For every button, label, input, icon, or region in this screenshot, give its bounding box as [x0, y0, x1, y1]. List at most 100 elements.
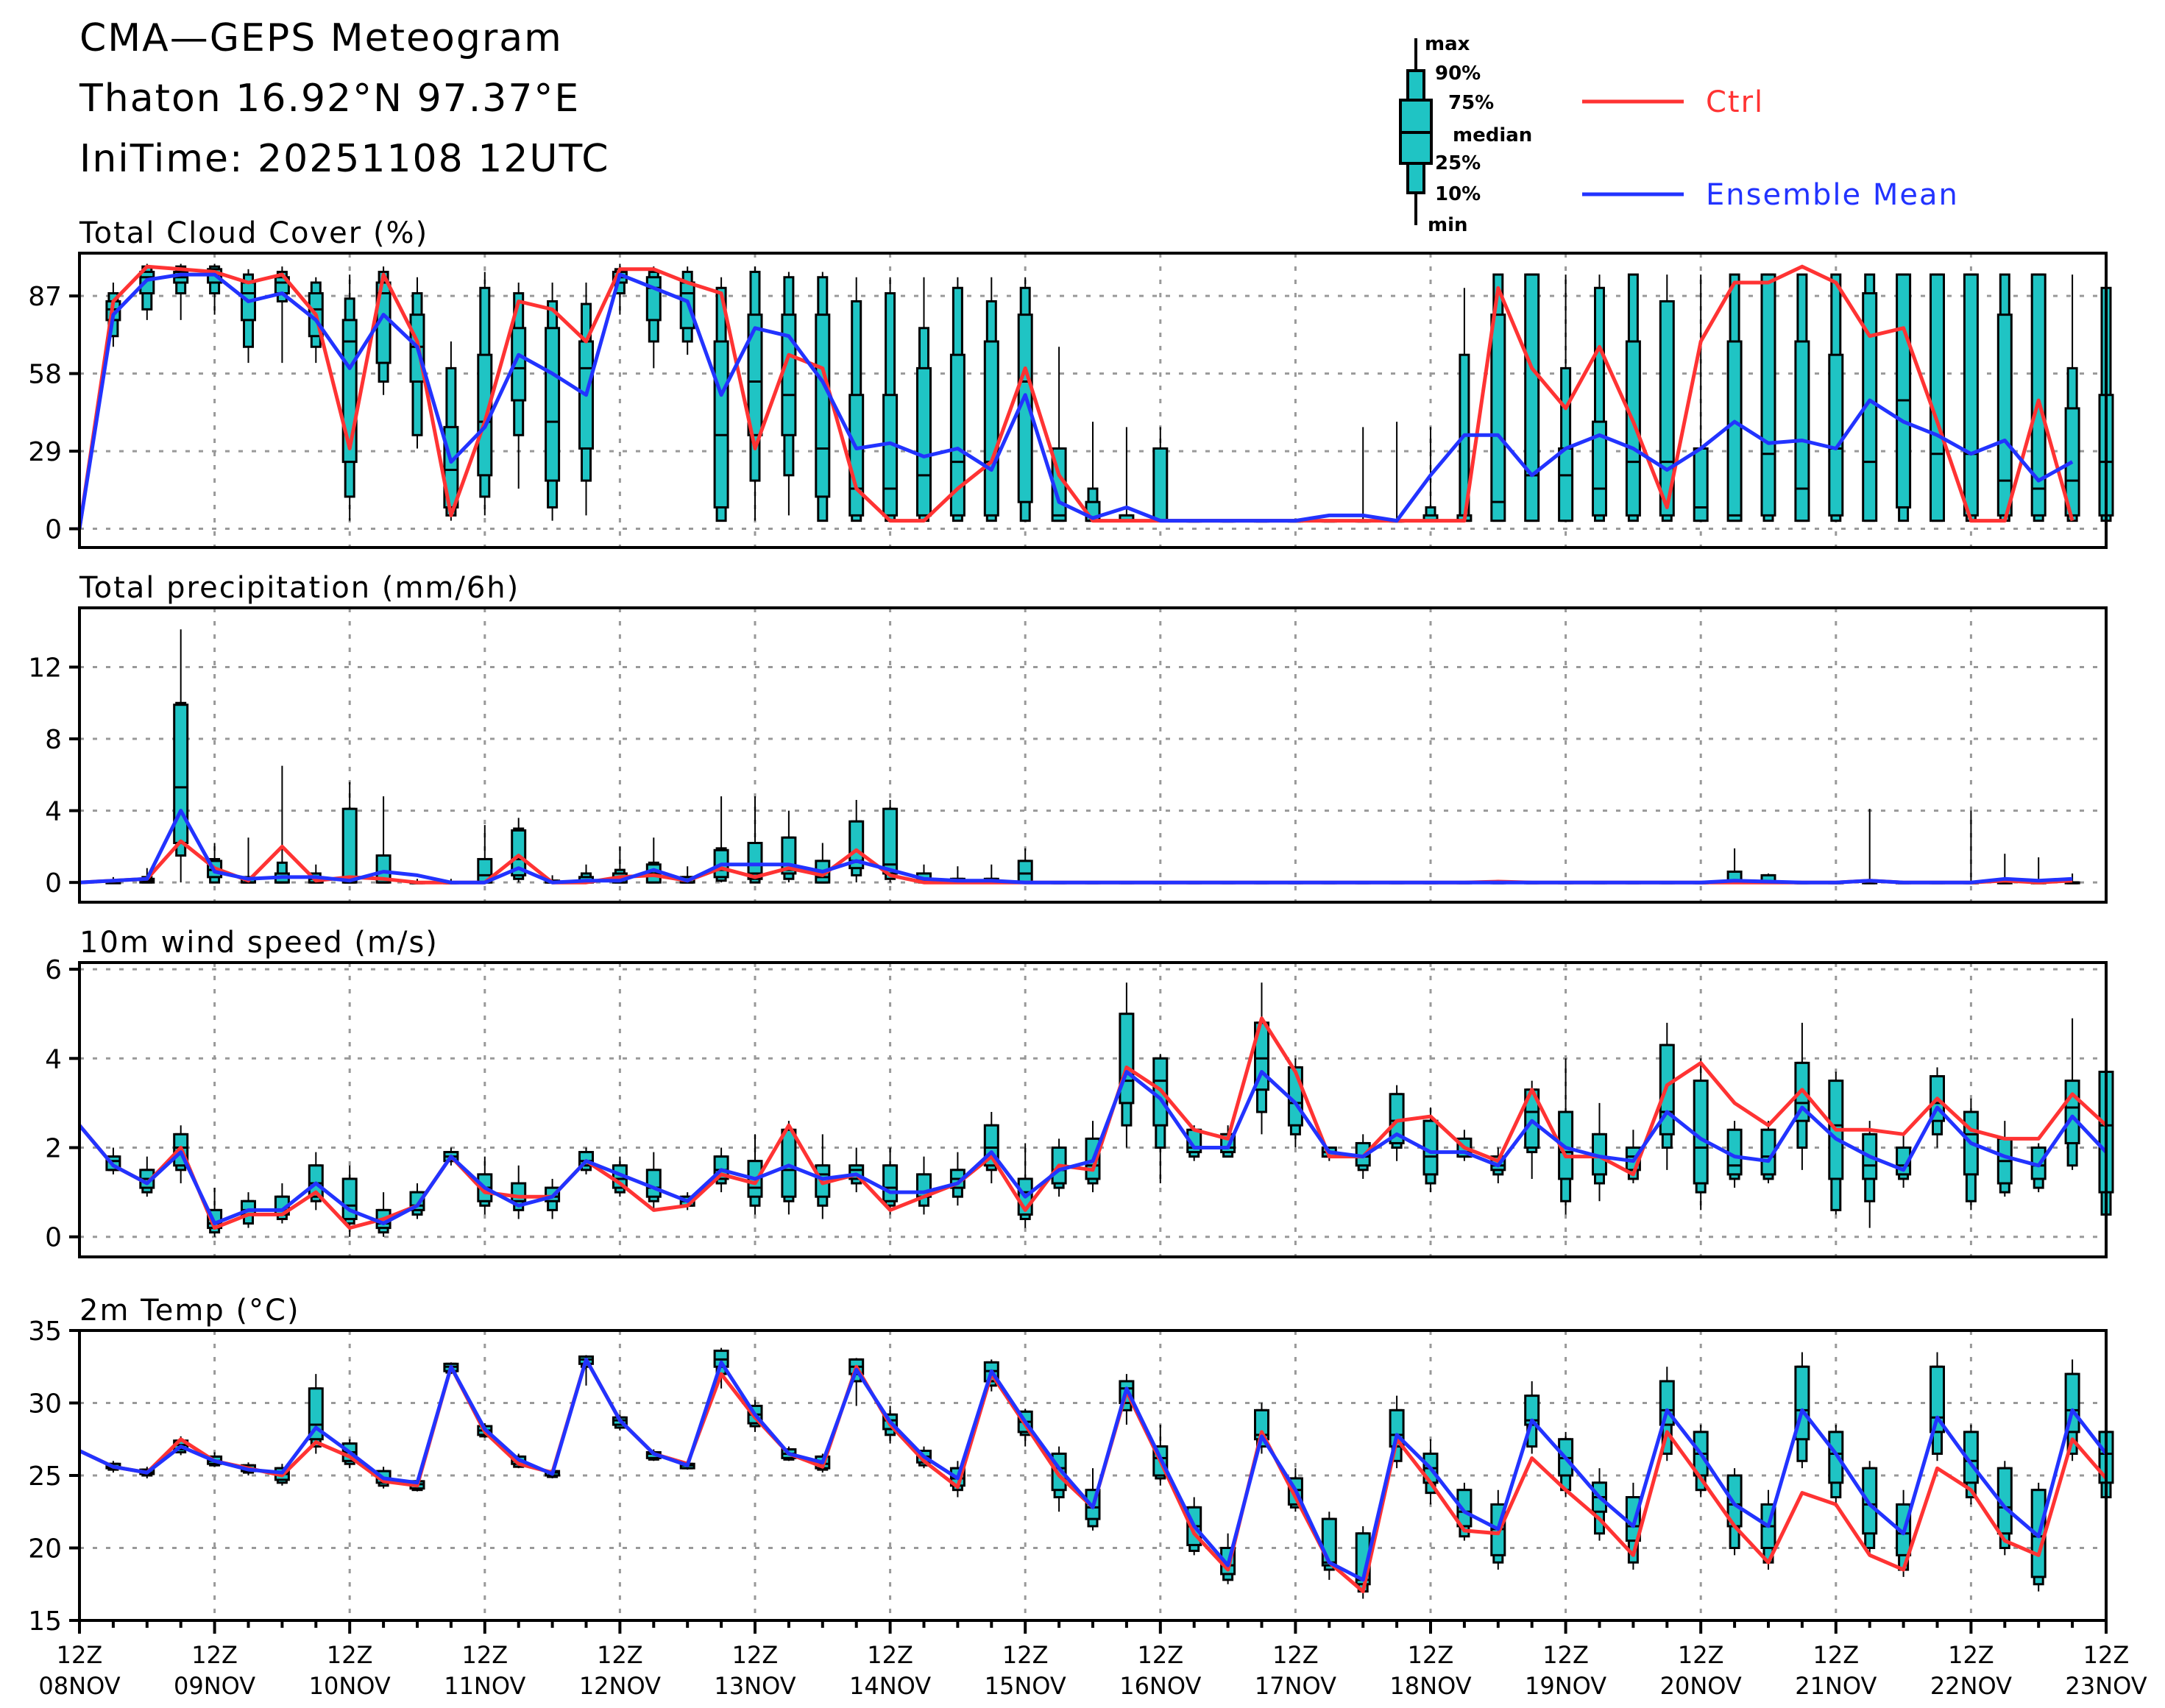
- panel-frame: [78, 961, 2108, 1258]
- x-tick-label-date: 14NOV: [849, 1672, 931, 1700]
- box-inner: [1794, 340, 1810, 522]
- box-inner: [1456, 1489, 1473, 1528]
- box-inner: [1693, 1080, 1709, 1185]
- ensemble-mean-line: [79, 809, 2073, 885]
- panel-frame: [78, 252, 2108, 549]
- ensemble-mean-line: [78, 1070, 2108, 1225]
- box-inner: [1828, 1431, 1844, 1484]
- x-tick-label-hour: 12Z: [1813, 1641, 1859, 1669]
- panel-1: Total precipitation (mm/6h) 0 4 8 12: [28, 571, 2108, 904]
- panel-frame: [78, 606, 2108, 904]
- box-inner: [1625, 340, 1641, 517]
- box-inner: [2064, 1080, 2080, 1144]
- legend-mean-label: Ensemble Mean: [1706, 178, 1959, 212]
- y-tick-label: 87: [28, 282, 62, 312]
- y-tick-label: 6: [45, 955, 62, 985]
- y-tick-label: 58: [28, 360, 62, 390]
- x-tick-label-hour: 12Z: [1542, 1641, 1589, 1669]
- location-label: Thaton 16.92°N 97.37°E: [79, 77, 581, 121]
- box-inner: [1996, 313, 2013, 517]
- x-tick-label-hour: 12Z: [461, 1641, 508, 1669]
- legend-box-label: 25%: [1435, 152, 1481, 174]
- box-inner: [916, 366, 932, 517]
- x-tick-label-hour: 12Z: [1002, 1641, 1049, 1669]
- panel-title: Total precipitation (mm/6h): [79, 571, 520, 605]
- x-tick-label-date: 18NOV: [1389, 1672, 1471, 1700]
- x-tick-label-date: 21NOV: [1795, 1672, 1877, 1700]
- box-inner: [1592, 420, 1607, 517]
- y-tick-label: 29: [28, 437, 62, 467]
- y-tick-label: 4: [45, 797, 62, 827]
- x-tick-label-hour: 12Z: [597, 1641, 643, 1669]
- y-tick-label: 20: [28, 1534, 62, 1565]
- x-tick-label-date: 13NOV: [714, 1672, 796, 1700]
- box-inner: [1693, 447, 1709, 522]
- box-inner: [1726, 340, 1743, 522]
- box-inner: [1558, 447, 1574, 522]
- y-tick-label: 15: [28, 1606, 62, 1637]
- panel-2: 10m wind speed (m/s) 0 2 4 6: [45, 926, 2114, 1258]
- x-tick-label-hour: 12Z: [1137, 1641, 1183, 1669]
- legend-box-label: max: [1425, 33, 1470, 55]
- x-tick-label-date: 19NOV: [1525, 1672, 1606, 1700]
- x-tick-label-hour: 12Z: [327, 1641, 373, 1669]
- panel-3: 2m Temp (°C) 15 20 25 30 35: [28, 1294, 2114, 1637]
- x-tick-label-hour: 12Z: [1948, 1641, 1994, 1669]
- box-inner: [1828, 353, 1844, 517]
- x-tick-label-date: 22NOV: [1930, 1672, 2012, 1700]
- x-tick-label-hour: 12Z: [1272, 1641, 1319, 1669]
- box-inner: [1524, 273, 1540, 522]
- x-tick-label-date: 11NOV: [444, 1672, 525, 1700]
- box-inner: [882, 1164, 899, 1202]
- box-inner: [645, 276, 662, 322]
- box-inner: [1963, 273, 1979, 517]
- x-tick-label-hour: 12Z: [1408, 1641, 1454, 1669]
- y-tick-label: 25: [28, 1461, 62, 1492]
- y-tick-label: 8: [45, 725, 62, 755]
- box-inner: [2030, 273, 2047, 517]
- box-inner: [848, 820, 865, 870]
- x-tick-label-date: 12NOV: [579, 1672, 661, 1700]
- box-inner: [882, 394, 899, 517]
- box-inner: [781, 1128, 797, 1198]
- y-tick-label: 30: [28, 1389, 62, 1420]
- box-inner: [545, 327, 561, 482]
- box-inner: [1862, 1467, 1878, 1535]
- box-inner: [949, 353, 965, 517]
- x-tick-label-hour: 12Z: [867, 1641, 913, 1669]
- box-inner: [1119, 1013, 1135, 1105]
- y-tick-label: 0: [45, 1223, 62, 1253]
- box-inner: [1930, 1365, 1945, 1434]
- y-tick-label: 2: [45, 1134, 62, 1164]
- legend-ctrl-label: Ctrl: [1706, 85, 1764, 119]
- box-inner: [308, 1387, 324, 1441]
- x-tick-label-date: 16NOV: [1119, 1672, 1201, 1700]
- x-tick-label-date: 17NOV: [1255, 1672, 1336, 1700]
- y-tick-label: 0: [45, 515, 62, 545]
- panel-title: Total Cloud Cover (%): [79, 216, 428, 250]
- box-inner: [1760, 273, 1776, 517]
- x-tick-label-date: 20NOV: [1660, 1672, 1742, 1700]
- x-tick-label-date: 15NOV: [985, 1672, 1066, 1700]
- ensemble-mean-line: [78, 1357, 2108, 1582]
- x-tick-label-hour: 12Z: [191, 1641, 238, 1669]
- box-inner: [511, 327, 527, 402]
- y-tick-label: 0: [45, 868, 62, 899]
- x-tick-label-date: 10NOV: [309, 1672, 391, 1700]
- panel-title: 10m wind speed (m/s): [79, 926, 439, 960]
- ctrl-line: [77, 264, 2074, 529]
- x-tick-label-date: 09NOV: [174, 1672, 255, 1700]
- y-tick-label: 12: [28, 653, 62, 683]
- init-time-label: IniTime: 20251108 12UTC: [79, 137, 610, 181]
- legend-box-label: 75%: [1448, 92, 1494, 114]
- box-inner: [1490, 313, 1506, 522]
- box-inner: [1930, 273, 1945, 522]
- box-inner: [848, 394, 865, 517]
- meteogram-title: CMA—GEPS Meteogram: [79, 16, 563, 60]
- box-inner: [713, 340, 729, 508]
- box-inner: [747, 313, 763, 436]
- y-tick-label: 35: [28, 1317, 62, 1347]
- x-tick-label-date: 08NOV: [38, 1672, 120, 1700]
- box-inner: [1896, 273, 1912, 508]
